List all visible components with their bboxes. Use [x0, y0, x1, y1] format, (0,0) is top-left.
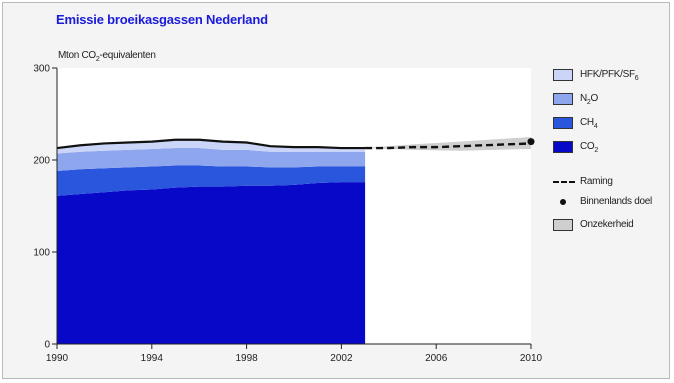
- legend-symbol-doel: [560, 199, 566, 205]
- legend-symbol-n2o: [553, 93, 573, 105]
- legend-label-n2o: N2O: [580, 93, 598, 106]
- area-co2: [57, 182, 366, 344]
- uncertainty-band: [365, 137, 531, 151]
- legend-label-doel: Binnenlands doel: [580, 196, 652, 207]
- y-tick-label: 300: [33, 64, 50, 75]
- unit-sub: 2: [95, 56, 100, 63]
- area-n2o: [57, 148, 366, 172]
- legend-label-co2: CO2: [580, 141, 598, 154]
- unit-main: Mton CO: [58, 50, 96, 61]
- legend-symbol-co2: [553, 141, 573, 153]
- uncertainty-layer: [365, 137, 531, 151]
- legend-symbol-hfk: [553, 69, 573, 81]
- x-tick-label: 2002: [330, 353, 353, 364]
- x-tick-label: 1994: [141, 353, 164, 364]
- axes: 0 100 200 300 1990 1994 1998 2002 2006 2010: [33, 64, 542, 365]
- y-unit-label: Mton CO2-equivalenten: [58, 50, 156, 63]
- area-ch4: [57, 165, 366, 196]
- legend-label-ch4: CH4: [580, 117, 598, 130]
- legend-label-raming: Raming: [580, 176, 613, 187]
- lines-layer: [56, 138, 535, 150]
- total-emission-line: [56, 138, 366, 150]
- legend-symbol-raming: [553, 181, 575, 183]
- projection-line: [365, 142, 532, 150]
- y-tick-label: 0: [44, 340, 50, 351]
- legend-symbol-onzekerheid: [553, 219, 573, 231]
- x-tick-label: 1990: [46, 353, 69, 364]
- x-tick-label: 1998: [235, 353, 258, 364]
- chart-title: Emissie broeikasgassen Nederland: [56, 12, 268, 27]
- y-tick-label: 100: [33, 248, 50, 259]
- unit-tail: -equivalenten: [99, 50, 156, 61]
- y-tick-label: 200: [33, 156, 50, 167]
- legend-symbol-ch4: [553, 117, 573, 129]
- x-tick-label: 2006: [425, 353, 448, 364]
- legend-label-onzekerheid: Onzekerheid: [580, 219, 634, 230]
- x-tick-label: 2010: [520, 353, 543, 364]
- stacked-areas: [57, 139, 366, 344]
- legend-label-hfk: HFK/PFK/SF6: [580, 69, 639, 82]
- target-point: [527, 138, 535, 146]
